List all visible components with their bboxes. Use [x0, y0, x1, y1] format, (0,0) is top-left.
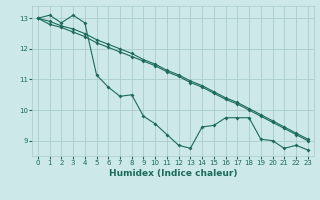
- X-axis label: Humidex (Indice chaleur): Humidex (Indice chaleur): [108, 169, 237, 178]
